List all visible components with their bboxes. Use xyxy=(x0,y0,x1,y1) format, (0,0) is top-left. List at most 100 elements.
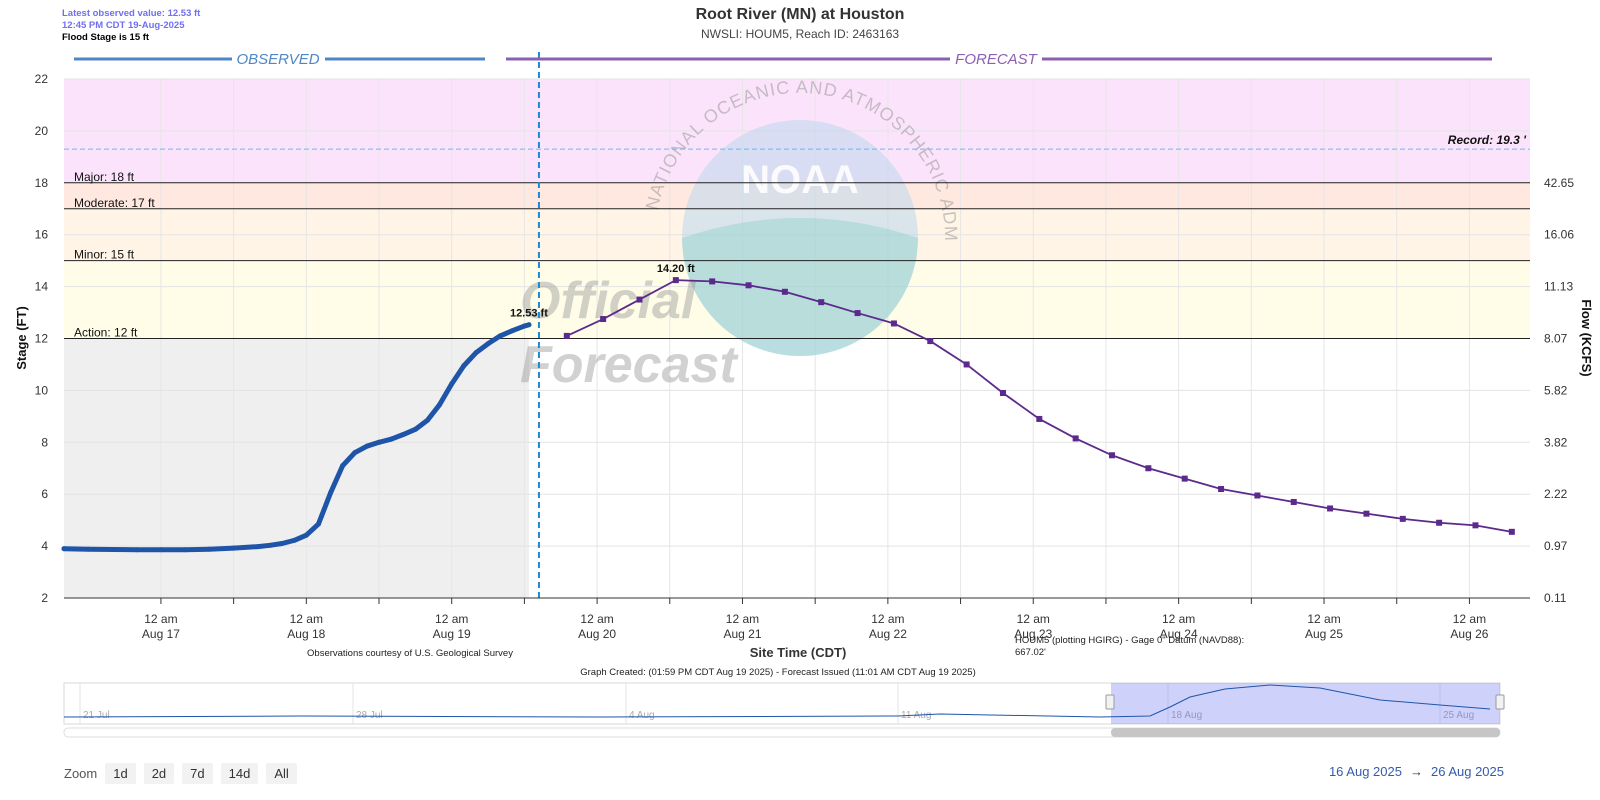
x-tick-label-time: 12 am xyxy=(435,612,468,626)
forecast-point xyxy=(1181,475,1188,482)
forecast-point xyxy=(818,299,825,306)
x-tick-label-date: Aug 23 xyxy=(1014,627,1052,641)
noaa-wave-icon xyxy=(682,218,918,356)
observed-point xyxy=(340,463,346,469)
x-tick-label-time: 12 am xyxy=(290,612,323,626)
observed-point xyxy=(526,322,532,328)
y-tick-label: 4 xyxy=(41,539,48,553)
zoom-7d-button[interactable]: 7d xyxy=(182,763,213,784)
navigator-panel xyxy=(63,682,1501,725)
observed-last-label: 12.53 ft xyxy=(510,308,548,320)
navigator-date-label: 21 Jul xyxy=(83,710,110,721)
y-tick-label: 8 xyxy=(41,435,48,449)
navigator-right-handle[interactable] xyxy=(1495,694,1505,710)
latest-value: Latest observed value: 12.53 ft xyxy=(62,8,201,19)
observed-point xyxy=(388,436,394,442)
observed-point xyxy=(303,532,309,538)
y-tick-label: 18 xyxy=(35,176,49,190)
observed-point xyxy=(473,350,479,356)
observed-period-background xyxy=(64,338,529,598)
threshold-label-moderate: Moderate: 17 ft xyxy=(74,196,155,210)
observed-point xyxy=(255,544,261,550)
zoom-14d-button[interactable]: 14d xyxy=(220,763,259,784)
flow-tick-label: 0.11 xyxy=(1544,591,1567,605)
x-tick-label-date: Aug 25 xyxy=(1305,627,1343,641)
forecast-point xyxy=(1036,415,1043,422)
zoom-all-button[interactable]: All xyxy=(266,763,297,784)
x-tick-label-date: Aug 17 xyxy=(142,627,180,641)
observed-point xyxy=(206,546,212,552)
forecast-point xyxy=(890,320,897,327)
range-from[interactable]: 16 Aug 2025 xyxy=(1328,764,1402,779)
observed-point xyxy=(328,490,334,496)
navigator-date-label: 28 Jul xyxy=(356,710,383,721)
forecast-point xyxy=(600,316,607,323)
observed-point xyxy=(109,546,115,552)
flow-tick-label: 2.22 xyxy=(1544,487,1568,501)
observed-point xyxy=(291,537,297,543)
x-tick-label-time: 12 am xyxy=(1307,612,1340,626)
observed-point xyxy=(509,328,515,334)
flow-tick-label: 42.65 xyxy=(1544,176,1574,190)
navigator-selection[interactable] xyxy=(1111,683,1500,724)
forecast-point xyxy=(745,282,752,289)
forecast-point xyxy=(1327,505,1334,512)
observations-credit: Observations courtesy of U.S. Geological… xyxy=(307,648,513,659)
forecast-point xyxy=(999,389,1006,396)
observed-point xyxy=(461,363,467,369)
x-tick-label-time: 12 am xyxy=(1453,612,1486,626)
x-tick-label-date: Aug 18 xyxy=(287,627,325,641)
forecast-point xyxy=(1145,465,1152,472)
forecast-point xyxy=(854,310,861,317)
zoom-2d-button[interactable]: 2d xyxy=(143,763,175,784)
x-tick-label-date: Aug 19 xyxy=(433,627,471,641)
forecast-point xyxy=(781,288,788,295)
y-tick-label: 20 xyxy=(35,124,49,138)
forecast-point xyxy=(1072,435,1079,442)
zoom-1d-button[interactable]: 1d xyxy=(105,763,136,784)
observed-point xyxy=(400,432,406,438)
x-axis-title: Site Time (CDT) xyxy=(750,645,847,660)
observed-point xyxy=(279,541,285,547)
forecast-point xyxy=(1254,492,1261,499)
forecast-point xyxy=(563,332,570,339)
forecast-point xyxy=(1472,522,1479,529)
scrollbar-thumb[interactable] xyxy=(1111,728,1500,737)
forecast-point xyxy=(1399,515,1406,522)
y-tick-label: 14 xyxy=(35,280,49,294)
forecast-point xyxy=(1508,528,1515,535)
record-label: Record: 19.3 ' xyxy=(1448,133,1527,147)
forecast-section-label: FORECAST xyxy=(955,51,1039,68)
forecast-point xyxy=(672,277,679,284)
x-tick-label-time: 12 am xyxy=(1162,612,1195,626)
observed-point xyxy=(364,443,370,449)
chart-title: Root River (MN) at Houston xyxy=(695,6,905,23)
watermark-forecast: Forecast xyxy=(520,336,739,394)
forecast-point xyxy=(709,278,716,285)
flow-tick-label: 16.06 xyxy=(1544,228,1574,242)
latest-observation: Latest observed value: 12.53 ft 12:45 PM… xyxy=(62,8,200,44)
y-tick-label: 12 xyxy=(35,332,49,346)
observed-point xyxy=(315,521,321,527)
forecast-point xyxy=(927,338,934,345)
x-tick-label-date: Aug 21 xyxy=(723,627,761,641)
observed-series-line xyxy=(61,322,532,553)
range-to[interactable]: 26 Aug 2025 xyxy=(1430,764,1504,779)
flow-tick-label: 11.13 xyxy=(1544,280,1573,294)
observed-point xyxy=(267,542,273,548)
observed-section-label: OBSERVED xyxy=(236,51,319,68)
x-tick-label-time: 12 am xyxy=(726,612,759,626)
observed-point xyxy=(449,381,455,387)
forecast-point xyxy=(1363,510,1370,517)
date-range: 16 Aug 2025 → 26 Aug 2025 xyxy=(1329,764,1504,779)
observed-point xyxy=(134,547,140,553)
forecast-point xyxy=(1290,498,1297,505)
y-tick-label: 6 xyxy=(41,487,48,501)
observed-point xyxy=(231,545,237,551)
x-tick-label-date: Aug 20 xyxy=(578,627,616,641)
y-tick-label: 16 xyxy=(35,228,49,242)
observed-point xyxy=(485,341,491,347)
navigator-left-handle[interactable] xyxy=(1105,694,1115,710)
observed-point xyxy=(437,402,443,408)
y2-axis-title: Flow (KCFS) xyxy=(1579,299,1594,376)
